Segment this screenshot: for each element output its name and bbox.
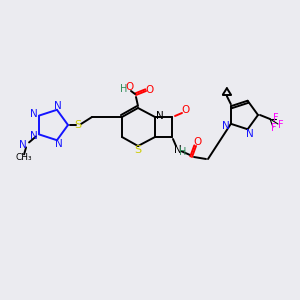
Text: O: O	[193, 137, 201, 147]
Text: N: N	[30, 131, 38, 141]
Text: F: F	[271, 123, 277, 133]
Text: N: N	[19, 140, 27, 150]
Text: H: H	[179, 147, 187, 157]
Text: S: S	[134, 145, 142, 155]
Text: N: N	[55, 139, 63, 149]
Text: N: N	[30, 109, 38, 118]
Text: O: O	[126, 82, 134, 92]
Text: N: N	[174, 145, 182, 155]
Text: N: N	[222, 121, 230, 131]
Text: O: O	[146, 85, 154, 95]
Text: N: N	[246, 129, 254, 139]
Text: O: O	[182, 105, 190, 115]
Text: N: N	[156, 111, 164, 121]
Text: F: F	[278, 120, 284, 130]
Text: CH₃: CH₃	[16, 153, 32, 162]
Text: N: N	[54, 101, 62, 111]
Text: H: H	[120, 84, 128, 94]
Text: F: F	[273, 113, 279, 123]
Text: S: S	[74, 120, 82, 130]
